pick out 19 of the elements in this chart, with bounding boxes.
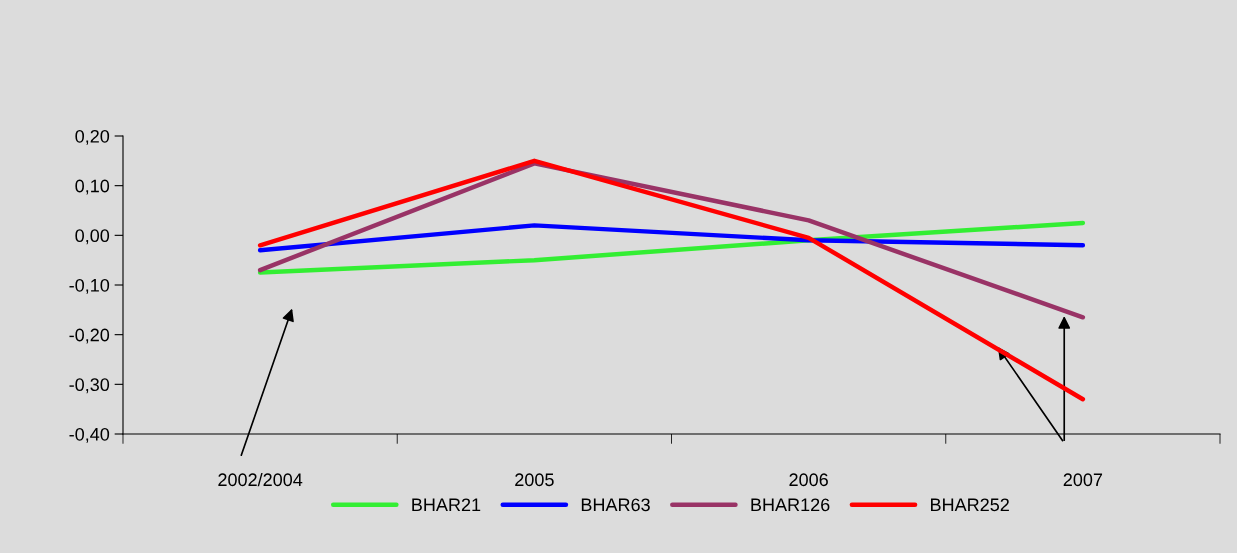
- line-series: [257, 220, 1086, 275]
- y-tick-label: 0,20: [75, 129, 110, 145]
- legend-label: BHAR126: [751, 498, 830, 512]
- x-tick-label: 2006: [789, 473, 828, 487]
- y-tick-label: 0,00: [75, 229, 110, 245]
- x-tick-label: 2005: [515, 473, 554, 487]
- x-tick-label: 2007: [1063, 473, 1103, 487]
- y-tick-label: 0,10: [75, 179, 110, 195]
- line-series: [257, 223, 1086, 253]
- line-series: [257, 158, 1086, 402]
- legend-label: BHAR63: [581, 498, 650, 512]
- x-tick-label: 2002/2004: [218, 472, 303, 487]
- y-tick-label: -0,30: [69, 378, 110, 394]
- legend-label: BHAR21: [412, 498, 481, 512]
- legend-label: BHAR252: [931, 498, 1009, 512]
- y-tick-label: -0,40: [69, 427, 110, 443]
- y-tick-label: -0,20: [69, 328, 110, 344]
- y-tick-label: -0,10: [69, 278, 110, 294]
- line-series: [257, 161, 1086, 320]
